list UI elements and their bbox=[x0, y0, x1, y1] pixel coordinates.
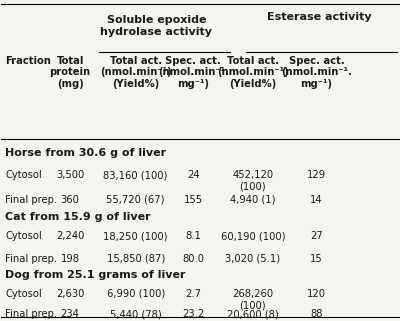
Text: 24: 24 bbox=[187, 170, 200, 180]
Text: 14: 14 bbox=[310, 195, 323, 205]
Text: 6,990 (100): 6,990 (100) bbox=[106, 289, 165, 299]
Text: Cytosol: Cytosol bbox=[5, 170, 42, 180]
Text: 120: 120 bbox=[307, 289, 326, 299]
Text: 2,240: 2,240 bbox=[56, 231, 84, 241]
Text: 27: 27 bbox=[310, 231, 323, 241]
Text: Final prep.: Final prep. bbox=[5, 309, 58, 319]
Text: 155: 155 bbox=[184, 195, 203, 205]
Text: 88: 88 bbox=[310, 309, 323, 319]
Text: 5,440 (78): 5,440 (78) bbox=[110, 309, 162, 319]
Text: 23.2: 23.2 bbox=[182, 309, 204, 319]
Text: 129: 129 bbox=[307, 170, 326, 180]
Text: 55,720 (67): 55,720 (67) bbox=[106, 195, 165, 205]
Text: Cytosol: Cytosol bbox=[5, 289, 42, 299]
Text: Fraction: Fraction bbox=[5, 56, 51, 65]
Text: 80.0: 80.0 bbox=[182, 254, 204, 264]
Text: 3,500: 3,500 bbox=[56, 170, 84, 180]
Text: 198: 198 bbox=[61, 254, 80, 264]
Text: 3,020 (5.1): 3,020 (5.1) bbox=[225, 254, 280, 264]
Text: Total act.
(nmol.min⁻¹)
(Yield%): Total act. (nmol.min⁻¹) (Yield%) bbox=[100, 56, 172, 89]
Text: Cat from 15.9 g of liver: Cat from 15.9 g of liver bbox=[5, 213, 151, 222]
Text: 452,120
(100): 452,120 (100) bbox=[232, 170, 273, 192]
Text: 60,190 (100): 60,190 (100) bbox=[220, 231, 285, 241]
Text: 2,630: 2,630 bbox=[56, 289, 84, 299]
Text: 268,260
(100): 268,260 (100) bbox=[232, 289, 273, 310]
Text: 18,250 (100): 18,250 (100) bbox=[103, 231, 168, 241]
Text: Final prep.: Final prep. bbox=[5, 195, 58, 205]
Text: Total
protein
(mg): Total protein (mg) bbox=[50, 56, 91, 89]
Text: Final prep.: Final prep. bbox=[5, 254, 58, 264]
Text: Esterase activity: Esterase activity bbox=[267, 12, 372, 22]
Text: 8.1: 8.1 bbox=[185, 231, 201, 241]
Text: 15: 15 bbox=[310, 254, 323, 264]
Text: Spec. act.
(nmol.min⁻¹.
mg⁻¹): Spec. act. (nmol.min⁻¹. mg⁻¹) bbox=[158, 56, 229, 89]
Text: Soluble epoxide
hydrolase activity: Soluble epoxide hydrolase activity bbox=[100, 15, 212, 37]
Text: Cytosol: Cytosol bbox=[5, 231, 42, 241]
Text: Horse from 30.6 g of liver: Horse from 30.6 g of liver bbox=[5, 148, 166, 158]
Text: Total act.
(nmol.min⁻¹)
(Yield%): Total act. (nmol.min⁻¹) (Yield%) bbox=[217, 56, 289, 89]
Text: Spec. act.
(nmol.min⁻¹.
mg⁻¹): Spec. act. (nmol.min⁻¹. mg⁻¹) bbox=[281, 56, 352, 89]
Text: 83,160 (100): 83,160 (100) bbox=[104, 170, 168, 180]
Text: 20,600 (8): 20,600 (8) bbox=[227, 309, 279, 319]
Text: 360: 360 bbox=[61, 195, 80, 205]
Text: 15,850 (87): 15,850 (87) bbox=[106, 254, 165, 264]
Text: Dog from 25.1 grams of liver: Dog from 25.1 grams of liver bbox=[5, 270, 186, 280]
Text: 2.7: 2.7 bbox=[185, 289, 201, 299]
Text: 234: 234 bbox=[61, 309, 80, 319]
Text: 4,940 (1): 4,940 (1) bbox=[230, 195, 276, 205]
